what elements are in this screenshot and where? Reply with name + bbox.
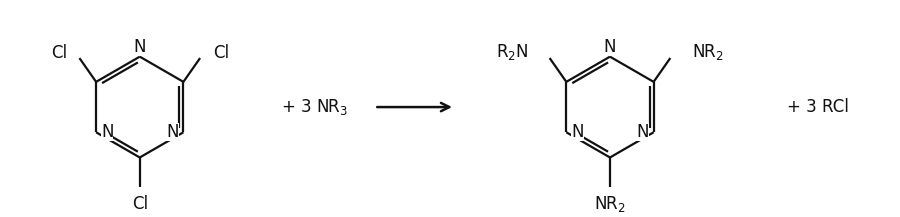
Text: N: N [572,123,584,141]
Text: Cl: Cl [212,44,229,62]
Text: N: N [604,38,617,56]
Text: N: N [636,123,649,141]
Text: R$_2$N: R$_2$N [496,42,528,62]
Text: N: N [166,123,178,141]
Text: N: N [101,123,113,141]
Text: Cl: Cl [50,44,67,62]
Text: NR$_2$: NR$_2$ [691,42,724,62]
Text: N: N [133,38,146,56]
Text: Cl: Cl [131,195,148,213]
Text: + 3 RCl: + 3 RCl [788,98,850,116]
Text: + 3 NR$_3$: + 3 NR$_3$ [281,97,347,117]
Text: NR$_2$: NR$_2$ [594,194,625,214]
